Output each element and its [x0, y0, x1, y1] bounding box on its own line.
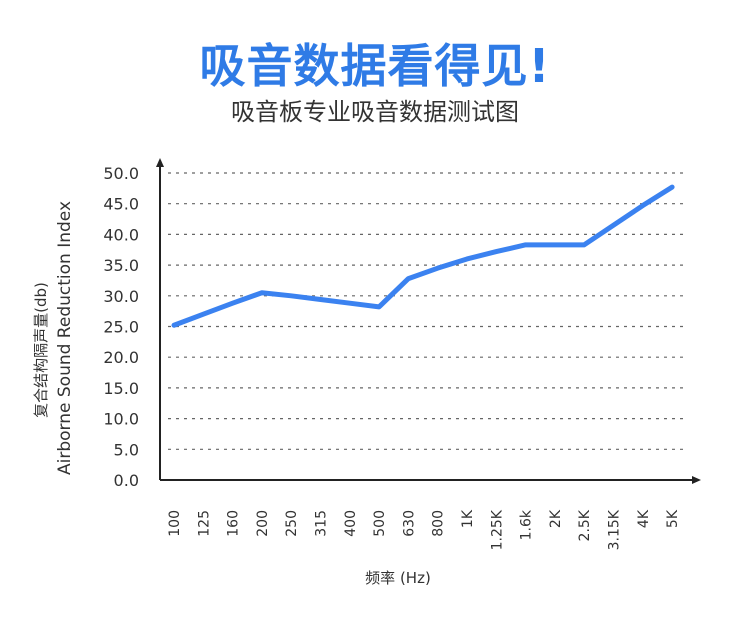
- x-tick-label: 800: [431, 510, 447, 537]
- data-point: [671, 186, 673, 188]
- data-point: [525, 244, 527, 246]
- data-point: [261, 292, 263, 294]
- x-tick-label: 1.6k: [519, 509, 535, 540]
- x-tick-label: 160: [226, 510, 242, 537]
- y-tick-label: 20.0: [103, 348, 139, 367]
- data-point: [613, 224, 614, 226]
- data-point: [173, 324, 175, 326]
- data-point: [495, 251, 497, 253]
- data-point: [202, 313, 204, 315]
- data-point: [554, 244, 556, 246]
- series-layer: [171, 184, 675, 328]
- x-tick-label: 315: [314, 510, 330, 537]
- x-tick-label: 1.25K: [489, 509, 505, 550]
- x-tick-label: 250: [284, 510, 300, 537]
- x-tick-label: 400: [343, 510, 359, 537]
- x-tick-label: 2K: [548, 509, 564, 528]
- data-point: [232, 302, 234, 304]
- data-point: [466, 258, 468, 260]
- x-tick-label: 630: [401, 510, 417, 537]
- data-point: [407, 278, 409, 280]
- data-point: [349, 302, 351, 304]
- x-tick-labels: 100 125 160 200 250 315 400 500 630 800 1K 1.25K 1.6…: [167, 509, 681, 550]
- y-tick-label: 30.0: [103, 287, 139, 306]
- y-tick-labels: 0.0 5.0 10.0 15.0 20.0 25.0 30.0 35.0 40.0 45.0 50…: [103, 164, 139, 490]
- x-tick-label: 500: [372, 510, 388, 537]
- y-tick-label: 50.0: [103, 164, 139, 183]
- y-tick-label: 10.0: [103, 410, 139, 429]
- y-axis-arrow: [156, 158, 164, 167]
- x-tick-label: 5K: [665, 509, 681, 528]
- x-tick-label: 1K: [460, 509, 476, 528]
- x-axis-label: 频率 (Hz): [365, 569, 431, 587]
- x-tick-label: 3.15K: [607, 509, 623, 550]
- x-tick-label: 4K: [636, 509, 652, 528]
- y-tick-label: 5.0: [114, 440, 139, 459]
- headline: 吸音数据看得见!: [199, 39, 551, 93]
- y-axis-label-cn: 复合结构隔声量(db): [32, 282, 50, 418]
- y-tick-label: 15.0: [103, 379, 139, 398]
- subheadline: 吸音板专业吸音数据测试图: [231, 98, 519, 126]
- x-tick-label: 200: [255, 510, 271, 537]
- y-axis-label-en: Airborne Sound Reduction Index: [55, 201, 75, 475]
- axes: [156, 158, 701, 484]
- data-point: [583, 244, 585, 246]
- data-point: [378, 306, 380, 308]
- y-tick-label: 45.0: [103, 195, 139, 214]
- x-tick-label: 125: [196, 510, 212, 537]
- data-point: [290, 295, 292, 297]
- y-tick-label: 25.0: [103, 318, 139, 337]
- grid-lines: [168, 172, 688, 450]
- series-line: [171, 184, 675, 328]
- data-point: [642, 205, 644, 207]
- y-tick-label: 40.0: [103, 225, 139, 244]
- x-axis-arrow: [692, 476, 701, 484]
- data-point: [437, 267, 439, 269]
- data-point: [320, 298, 321, 300]
- x-tick-label: 2.5K: [577, 509, 593, 541]
- x-tick-label: 100: [167, 510, 183, 537]
- y-tick-label: 0.0: [114, 471, 139, 490]
- y-tick-label: 35.0: [103, 256, 139, 275]
